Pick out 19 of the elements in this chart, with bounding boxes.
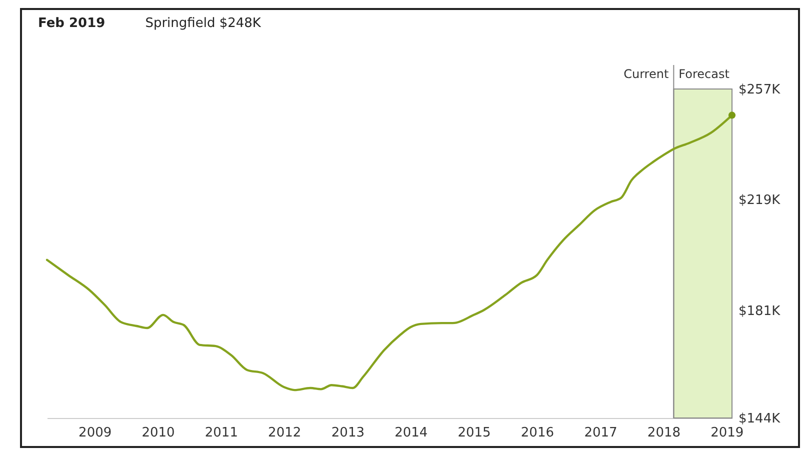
x-tick-label: 2010 [142,426,175,440]
chart-subtitle: Springfield $248K [145,16,261,31]
x-tick-label: 2012 [268,426,302,440]
x-tick-label: 2009 [78,426,112,440]
x-tick-label: 2018 [647,426,681,440]
y-tick-label: $144K [738,412,781,426]
x-tick-label: 2013 [331,426,364,440]
x-tick-label: 2016 [520,426,554,440]
x-tick-label: 2019 [710,426,744,440]
x-tick-label: 2017 [584,426,618,440]
x-tick-label: 2011 [204,426,238,440]
ref-line-label: Current [624,67,669,81]
y-tick-label: $257K [738,82,781,98]
chart-title: Feb 2019 [38,16,106,31]
y-tick-label: $219K [738,193,781,208]
x-tick-label: 2015 [458,426,491,440]
band-label: Forecast [678,67,730,81]
y-tick-label: $181K [738,304,781,319]
x-tick-label: 2014 [394,426,428,440]
